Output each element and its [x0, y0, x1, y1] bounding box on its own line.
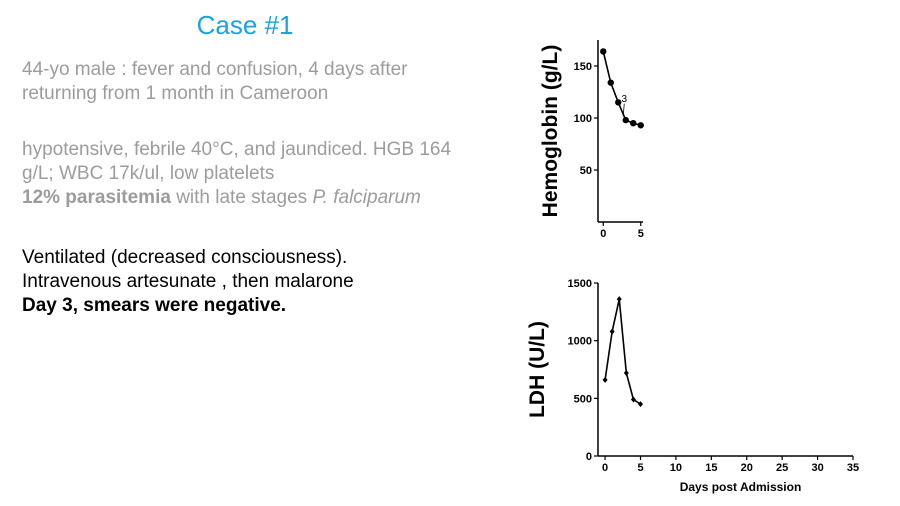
data-point [615, 99, 622, 106]
parasitemia-line: 12% parasitemia with late stages P. falc… [22, 186, 502, 210]
series-line [604, 298, 641, 405]
data-point [630, 120, 637, 127]
course-line-2: Intravenous artesunate , then malarone [22, 271, 354, 292]
annotation-label: 3 [621, 94, 627, 105]
x-tick-label: 0 [600, 228, 606, 240]
x-axis-label: Days post Admission [680, 480, 802, 494]
course-line-3: Day 3, smears were negative. [22, 295, 287, 316]
y-tick-label: 150 [574, 61, 592, 73]
exam-text: hypotensive, febrile 40°C, and jaundiced… [22, 138, 502, 210]
parasite-species: P. falciparum [312, 187, 421, 208]
y-tick-label: 500 [574, 393, 592, 405]
data-point [637, 122, 644, 129]
exam-line-2: g/L; WBC 17k/ul, low platelets [22, 163, 275, 184]
exam-line-1: hypotensive, febrile 40°C, and jaundiced… [22, 139, 452, 160]
x-tick-label: 20 [741, 462, 753, 474]
course-text: Ventilated (decreased consciousness). In… [22, 246, 502, 318]
parasitemia-middle: with late stages [170, 187, 313, 208]
data-point [607, 79, 614, 86]
annotation-leader [622, 103, 625, 116]
series-line [602, 51, 641, 127]
course-line-1: Ventilated (decreased consciousness). [22, 247, 348, 268]
parasitemia-value: 12% parasitemia [22, 187, 171, 208]
ldh-chart: 0 500 1000 1500 0 5 10 15 20 25 30 35 LDH (U/L) Days … [526, 278, 859, 494]
data-point [630, 396, 636, 403]
x-tick-label: 5 [637, 462, 643, 474]
data-point [602, 376, 608, 383]
y-tick-label: 100 [574, 113, 592, 125]
hemoglobin-chart: 50 100 150 0 5 Hemoglobin (g/L) 3 [539, 40, 644, 240]
x-tick-label: 0 [602, 462, 608, 474]
x-tick-label: 10 [670, 462, 682, 474]
history-text: 44-yo male : fever and confusion, 4 days… [22, 58, 502, 106]
slide-title: Case #1 [196, 10, 294, 40]
history-line-2: returning from 1 month in Cameroon [22, 83, 329, 104]
x-tick-label: 5 [638, 228, 644, 240]
x-tick-label: 15 [705, 462, 717, 474]
history-line-1: 44-yo male : fever and confusion, 4 days… [22, 59, 408, 80]
data-point [609, 328, 615, 335]
data-point [638, 401, 643, 408]
y-axis-label: Hemoglobin (g/L) [539, 45, 562, 218]
x-tick-label: 25 [776, 462, 788, 474]
y-tick-label: 1000 [568, 336, 592, 348]
y-tick-label: 0 [586, 451, 592, 463]
x-tick-label: 30 [811, 462, 823, 474]
y-tick-label: 50 [580, 165, 592, 177]
x-tick-label: 35 [847, 462, 859, 474]
data-point [623, 369, 629, 376]
data-point [622, 116, 629, 124]
data-point [616, 296, 622, 303]
y-axis-label: LDH (U/L) [526, 321, 549, 418]
y-tick-label: 1500 [568, 278, 592, 290]
data-point [600, 48, 607, 55]
